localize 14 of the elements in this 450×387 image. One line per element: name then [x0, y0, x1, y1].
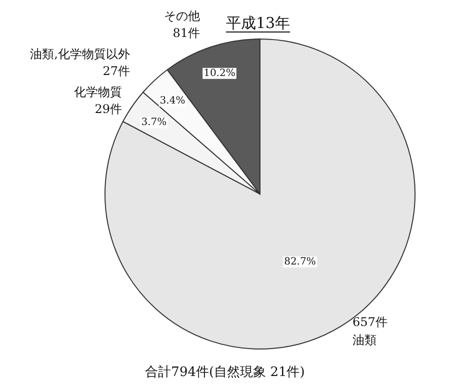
slice-label: 油類,化学物質以外: [30, 47, 130, 61]
slice-label: その他: [164, 9, 200, 23]
text: 3.7%: [141, 117, 167, 128]
slice-label: 化学物質: [74, 85, 122, 99]
data-label: 657件: [352, 315, 388, 330]
text: 合計794件(自然現象 21件): [145, 365, 305, 380]
data-label: 81件: [172, 26, 200, 40]
data-label: 29件: [94, 102, 122, 116]
chart-title: 平成13年: [226, 14, 290, 32]
text: 3.4%: [160, 96, 186, 107]
text: 82.7%: [284, 256, 316, 268]
text: 10.2%: [204, 68, 236, 79]
data-label: 27件: [102, 64, 130, 78]
slice-label: 油類: [352, 333, 377, 348]
